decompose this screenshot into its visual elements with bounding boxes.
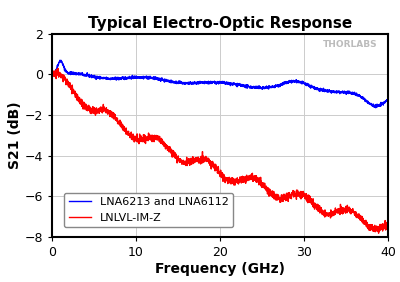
LNLVL-IM-Z [386,223,390,226]
LNLVL-IM-Z [67,81,72,85]
Title: Typical Electro-Optic Response: Typical Electro-Optic Response [88,16,352,31]
LNA6213 and LNA6112 [373,106,378,109]
LNLVL-IM-Z [56,67,60,70]
Line: LNA6213 and LNA6112: LNA6213 and LNA6112 [52,60,388,108]
LNA6213 and LNA6112 [376,104,381,107]
LNLVL-IM-Z [376,228,381,232]
LNA6213 and LNA6112 [314,87,319,90]
LNA6213 and LNA6112 [67,72,72,75]
LNLVL-IM-Z [376,225,381,228]
LNA6213 and LNA6112 [386,99,390,102]
Line: LNLVL-IM-Z: LNLVL-IM-Z [52,69,388,233]
LNA6213 and LNA6112 [58,59,62,62]
LNLVL-IM-Z [376,232,381,235]
Text: THORLABS: THORLABS [323,40,378,49]
LNLVL-IM-Z [213,162,218,166]
X-axis label: Frequency (GHz): Frequency (GHz) [155,262,285,276]
Y-axis label: S21 (dB): S21 (dB) [8,102,22,169]
LNA6213 and LNA6112 [204,80,209,83]
LNLVL-IM-Z [50,73,54,76]
LNA6213 and LNA6112 [213,81,218,85]
LNA6213 and LNA6112 [50,73,54,76]
LNLVL-IM-Z [204,160,209,163]
LNLVL-IM-Z [314,205,319,208]
LNA6213 and LNA6112 [376,104,381,107]
Legend: LNA6213 and LNA6112, LNLVL-IM-Z: LNA6213 and LNA6112, LNLVL-IM-Z [64,193,233,227]
